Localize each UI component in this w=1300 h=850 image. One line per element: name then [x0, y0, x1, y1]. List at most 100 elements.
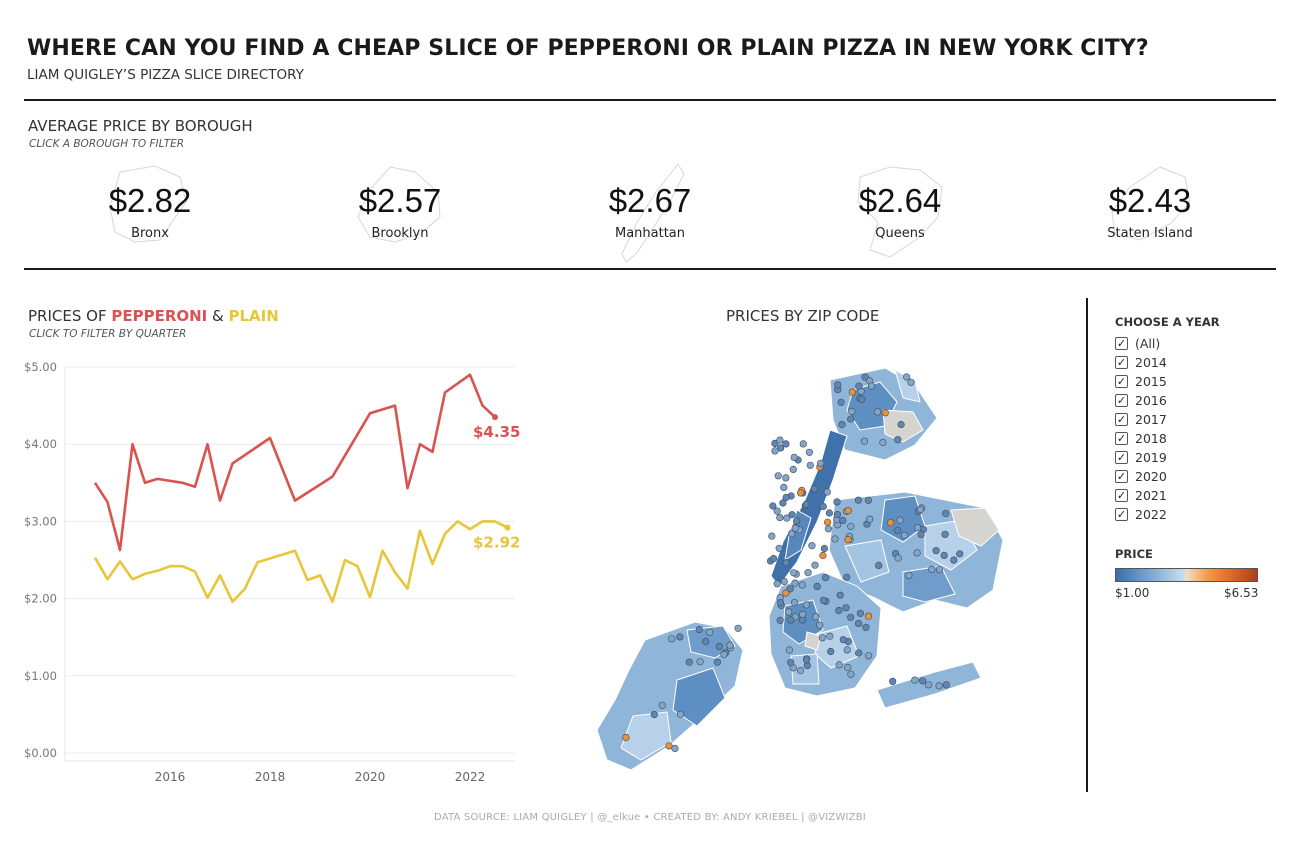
zip-price-marker[interactable] [780, 577, 788, 586]
zip-price-marker[interactable] [650, 711, 658, 719]
zip-price-marker[interactable] [775, 544, 783, 552]
borough-tile-queens[interactable]: $2.64 Queens [775, 160, 1025, 265]
zip-price-marker[interactable] [813, 582, 821, 590]
zip-price-marker[interactable] [790, 453, 798, 461]
zip-price-marker[interactable] [789, 465, 797, 473]
zip-price-marker[interactable] [820, 544, 828, 553]
checkbox-icon[interactable]: ✓ [1115, 507, 1128, 521]
zip-price-marker[interactable] [823, 488, 831, 496]
zip-price-marker[interactable] [816, 621, 824, 629]
zip-price-marker[interactable] [785, 608, 793, 616]
zip-price-marker[interactable] [875, 561, 883, 569]
zip-price-marker[interactable] [734, 624, 742, 632]
zip-price-marker[interactable] [839, 636, 847, 644]
zip-price-marker[interactable] [858, 395, 866, 403]
borough-tile-brooklyn[interactable]: $2.57 Brooklyn [275, 160, 525, 265]
zip-price-marker[interactable] [956, 550, 964, 558]
checkbox-icon[interactable]: ✓ [1115, 412, 1128, 426]
zip-price-marker[interactable] [782, 440, 790, 448]
zip-price-marker[interactable] [901, 531, 909, 539]
zip-price-marker[interactable] [833, 511, 842, 519]
zip-price-marker[interactable] [894, 436, 902, 444]
zip-price-marker[interactable] [786, 585, 794, 593]
zip-price-marker[interactable] [804, 569, 812, 577]
zip-price-marker[interactable] [842, 604, 850, 612]
zip-price-marker[interactable] [658, 701, 666, 709]
zip-price-marker[interactable] [864, 496, 873, 504]
zip-price-marker[interactable] [932, 547, 940, 555]
zip-price-marker[interactable] [843, 646, 851, 654]
checkbox-icon[interactable]: ✓ [1115, 374, 1128, 388]
zip-price-marker[interactable] [776, 616, 784, 624]
zip-price-marker[interactable] [713, 658, 721, 666]
zip-price-marker[interactable] [881, 409, 889, 417]
zip-price-marker[interactable] [843, 573, 851, 581]
year-filter-item[interactable]: ✓ (All) [1115, 335, 1161, 351]
zip-price-marker[interactable] [941, 530, 949, 538]
zip-price-marker[interactable] [855, 649, 863, 657]
zip-price-marker[interactable] [790, 599, 799, 607]
zip-price-marker[interactable] [879, 438, 887, 447]
zip-price-marker[interactable] [805, 448, 813, 456]
zip-price-marker[interactable] [774, 472, 782, 480]
zip-price-marker[interactable] [787, 659, 795, 667]
borough-tile-staten-island[interactable]: $2.43 Staten Island [1025, 160, 1275, 265]
borough-tile-manhattan[interactable]: $2.67 Manhattan [525, 160, 775, 265]
zip-price-marker[interactable] [917, 530, 925, 539]
zip-price-marker[interactable] [925, 681, 933, 689]
zip-price-marker[interactable] [848, 407, 856, 416]
year-filter-item[interactable]: ✓ 2022 [1115, 506, 1167, 522]
zip-price-marker[interactable] [914, 524, 922, 532]
zip-price-marker[interactable] [913, 549, 921, 557]
zip-price-marker[interactable] [798, 581, 806, 589]
zip-price-marker[interactable] [847, 670, 855, 678]
zip-price-marker[interactable] [802, 601, 810, 609]
zip-price-marker[interactable] [706, 628, 714, 636]
zip-price-marker[interactable] [855, 382, 863, 390]
year-filter-item[interactable]: ✓ 2016 [1115, 392, 1167, 408]
checkbox-icon[interactable]: ✓ [1115, 488, 1128, 502]
zip-price-marker[interactable] [847, 522, 855, 530]
zip-price-marker[interactable] [844, 507, 852, 515]
year-filter-item[interactable]: ✓ 2015 [1115, 373, 1167, 389]
zip-price-marker[interactable] [768, 532, 776, 540]
zip-price-marker[interactable] [817, 459, 825, 467]
zip-code-map[interactable] [585, 350, 1025, 780]
zip-price-marker[interactable] [836, 591, 844, 599]
zip-price-marker[interactable] [819, 596, 828, 604]
zip-price-marker[interactable] [776, 514, 784, 522]
zip-price-marker[interactable] [811, 561, 819, 569]
zip-price-marker[interactable] [769, 502, 777, 510]
zip-price-marker[interactable] [783, 514, 791, 522]
zip-price-marker[interactable] [847, 415, 855, 423]
zip-price-marker[interactable] [865, 652, 873, 660]
zip-price-marker[interactable] [796, 667, 805, 675]
zip-price-marker[interactable] [818, 634, 826, 642]
zip-price-marker[interactable] [866, 515, 874, 523]
zip-price-marker[interactable] [844, 663, 852, 672]
zip-price-marker[interactable] [861, 373, 869, 381]
borough-tile-bronx[interactable]: $2.82 Bronx [25, 160, 275, 265]
zip-price-marker[interactable] [864, 612, 873, 620]
zip-price-marker[interactable] [942, 681, 950, 689]
zip-price-marker[interactable] [668, 635, 676, 643]
zip-price-marker[interactable] [810, 485, 818, 493]
map-region-staten-island[interactable] [596, 621, 744, 771]
zip-price-marker[interactable] [773, 580, 781, 588]
year-filter-item[interactable]: ✓ 2020 [1115, 468, 1167, 484]
zip-price-marker[interactable] [702, 637, 710, 646]
zip-price-marker[interactable] [862, 623, 870, 631]
zip-price-marker[interactable] [715, 642, 723, 651]
zip-price-marker[interactable] [834, 381, 842, 389]
zip-price-marker[interactable] [808, 542, 816, 550]
zip-price-marker[interactable] [676, 710, 685, 718]
zip-price-marker[interactable] [887, 519, 895, 527]
zip-price-marker[interactable] [665, 742, 673, 750]
zip-price-marker[interactable] [839, 516, 847, 525]
zip-price-marker[interactable] [826, 632, 834, 640]
year-filter-item[interactable]: ✓ 2018 [1115, 430, 1167, 446]
zip-price-marker[interactable] [827, 647, 835, 656]
zip-price-marker[interactable] [806, 461, 814, 469]
zip-price-marker[interactable] [819, 502, 827, 511]
zip-price-marker[interactable] [907, 378, 915, 386]
